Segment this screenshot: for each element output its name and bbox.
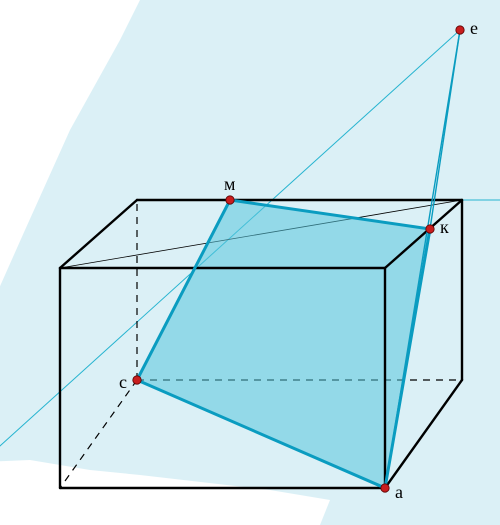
point-m [226, 196, 234, 204]
point-e [456, 26, 464, 34]
label-c: с [119, 372, 127, 392]
point-k [426, 225, 434, 233]
point-c [133, 376, 141, 384]
label-e: е [470, 18, 478, 38]
label-a: а [395, 482, 403, 502]
point-a [381, 484, 389, 492]
label-k: к [440, 217, 449, 237]
label-m: м [224, 174, 235, 194]
